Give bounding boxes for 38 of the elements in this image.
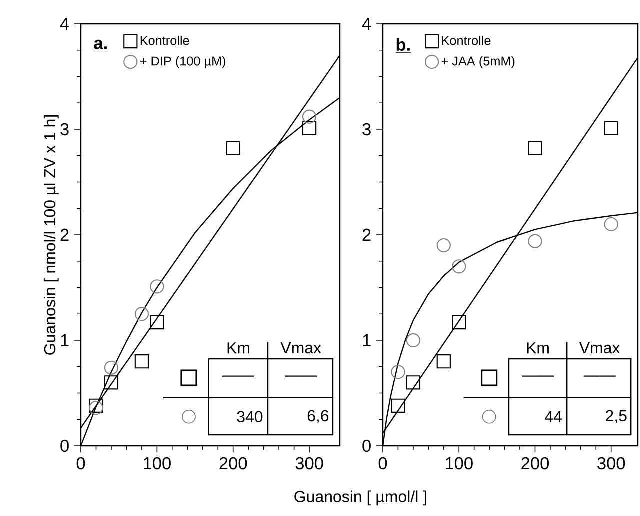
annotation: —— xyxy=(522,376,554,377)
annotation: —— xyxy=(285,376,318,377)
legend-label: Kontrolle xyxy=(140,36,190,46)
x-tick-label: 300 xyxy=(598,457,626,470)
text: b. xyxy=(396,38,410,52)
x-tick-label: 300 xyxy=(296,457,324,470)
x-tick-label: 100 xyxy=(144,457,171,470)
x-axis-title: Guanosin [ µmol/l ] xyxy=(294,490,426,506)
y-tick-label: 1 xyxy=(61,334,69,346)
y-axis-title: Guanosin [ nmol/l 100 µl ZV x 1 h] xyxy=(44,116,59,355)
y-tick-label: 4 xyxy=(362,18,372,30)
text: a. xyxy=(94,40,107,50)
y-tick-label: 2 xyxy=(362,228,371,242)
x-tick-label: 200 xyxy=(522,457,550,470)
annotation: 340 xyxy=(237,411,263,423)
annotation: Km xyxy=(228,342,250,354)
legend-label: + DIP (100 µM) xyxy=(140,56,226,68)
annotation: Km xyxy=(527,342,549,354)
y-tick-label: 1 xyxy=(363,334,371,346)
annotation: 6,6 xyxy=(308,410,329,424)
annotation: 44 xyxy=(544,411,562,422)
y-tick-label: 2 xyxy=(60,228,69,242)
y-tick-label: 0 xyxy=(362,440,371,452)
y-tick-label: 3 xyxy=(362,123,371,136)
annotation: 2,5 xyxy=(606,410,627,424)
annotation: Vmax xyxy=(280,342,322,354)
x-tick-label: 200 xyxy=(220,457,248,470)
annotation: Vmax xyxy=(579,342,620,354)
x-tick-label: 0 xyxy=(378,457,388,470)
y-tick-label: 0 xyxy=(60,440,69,452)
legend-label: + JAA (5mM) xyxy=(442,56,515,68)
legend-label: Kontrolle xyxy=(442,36,491,46)
x-tick-label: 100 xyxy=(446,457,473,470)
y-tick-label: 3 xyxy=(60,123,69,136)
annotation: —— xyxy=(584,376,616,377)
x-tick-label: 0 xyxy=(76,457,86,470)
annotation: —— xyxy=(222,376,254,377)
y-tick-label: 4 xyxy=(60,18,70,30)
